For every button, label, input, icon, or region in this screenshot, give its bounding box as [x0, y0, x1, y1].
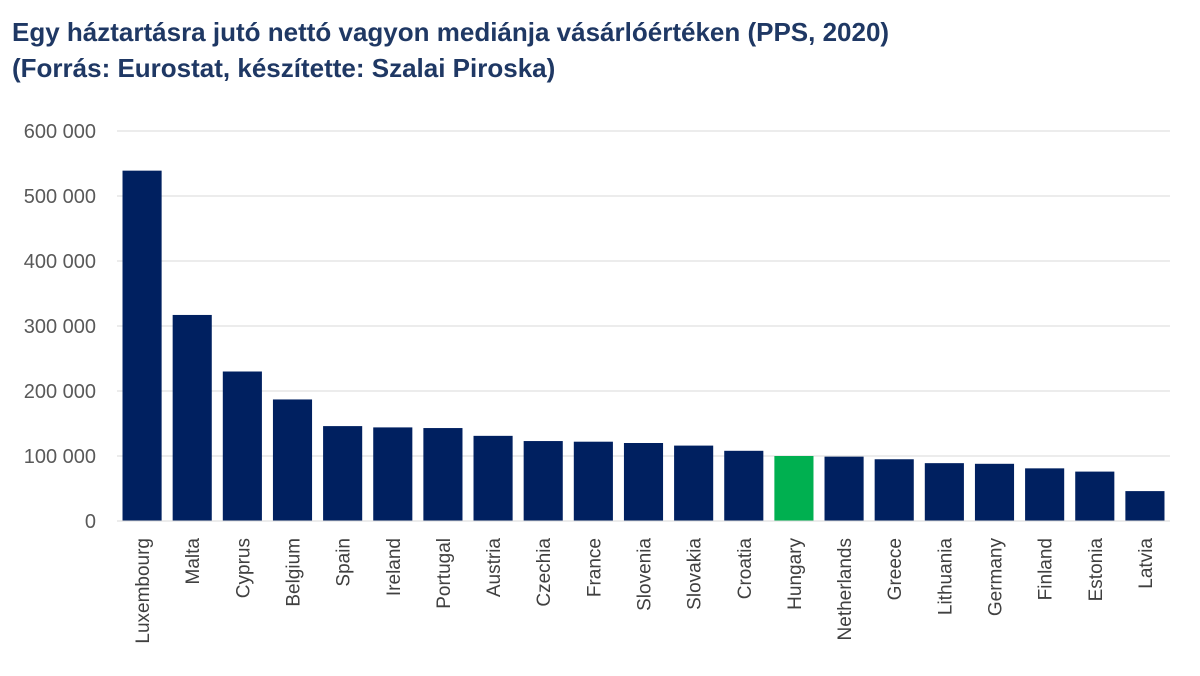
y-tick-label: 100 000 — [24, 446, 96, 468]
x-tick-label: Austria — [484, 538, 505, 598]
x-tick-label: Lithuania — [935, 538, 956, 616]
bar — [623, 443, 664, 521]
bar — [172, 314, 212, 521]
y-tick-label: 400 000 — [24, 251, 96, 273]
x-tick-label: Slovenia — [635, 538, 656, 611]
y-tick-label: 500 000 — [24, 186, 96, 208]
y-tick-label: 300 000 — [24, 316, 96, 338]
x-tick-label: Estonia — [1086, 538, 1107, 602]
x-tick-label: Portugal — [434, 538, 455, 609]
x-tick-label: Cyprus — [233, 538, 254, 598]
bar — [824, 456, 864, 521]
x-tick-label: Ireland — [384, 538, 405, 596]
bar — [373, 427, 413, 521]
x-tick-label: France — [584, 538, 605, 597]
x-tick-label: Croatia — [735, 538, 756, 600]
bar — [1025, 468, 1065, 521]
x-tick-label: Hungary — [785, 538, 806, 610]
chart-title-block: Egy háztartásra jutó nettó vagyon medián… — [12, 14, 889, 86]
x-tick-label: Germany — [986, 538, 1007, 617]
chart-subtitle: (Forrás: Eurostat, készítette: Szalai Pi… — [12, 53, 556, 83]
x-tick-label: Luxembourg — [133, 538, 154, 644]
bar — [573, 441, 613, 521]
x-tick-label: Belgium — [284, 538, 305, 607]
bar — [423, 428, 463, 521]
bar — [323, 426, 363, 521]
y-tick-label: 600 000 — [24, 121, 96, 143]
bar — [473, 435, 513, 521]
bar — [774, 456, 814, 521]
x-tick-label: Malta — [183, 538, 204, 585]
x-tick-label: Czechia — [534, 538, 555, 607]
bar — [874, 459, 914, 521]
bar — [724, 450, 764, 521]
bar — [674, 445, 714, 521]
x-tick-label: Finland — [1036, 538, 1057, 600]
x-tick-label: Spain — [334, 538, 355, 587]
y-tick-label: 200 000 — [24, 381, 96, 403]
bar — [523, 441, 563, 521]
bar — [272, 399, 313, 521]
x-tick-label: Slovakia — [685, 538, 706, 610]
bar — [122, 170, 162, 521]
bar — [974, 463, 1015, 521]
bar — [1125, 491, 1165, 521]
y-tick-label: 0 — [85, 511, 96, 533]
x-tick-label: Netherlands — [835, 538, 856, 640]
bar — [222, 371, 262, 521]
x-tick-label: Latvia — [1136, 538, 1157, 589]
bar — [924, 463, 964, 521]
x-tick-label: Greece — [885, 538, 906, 600]
bar — [1075, 471, 1115, 521]
chart-title: Egy háztartásra jutó nettó vagyon medián… — [12, 17, 890, 47]
